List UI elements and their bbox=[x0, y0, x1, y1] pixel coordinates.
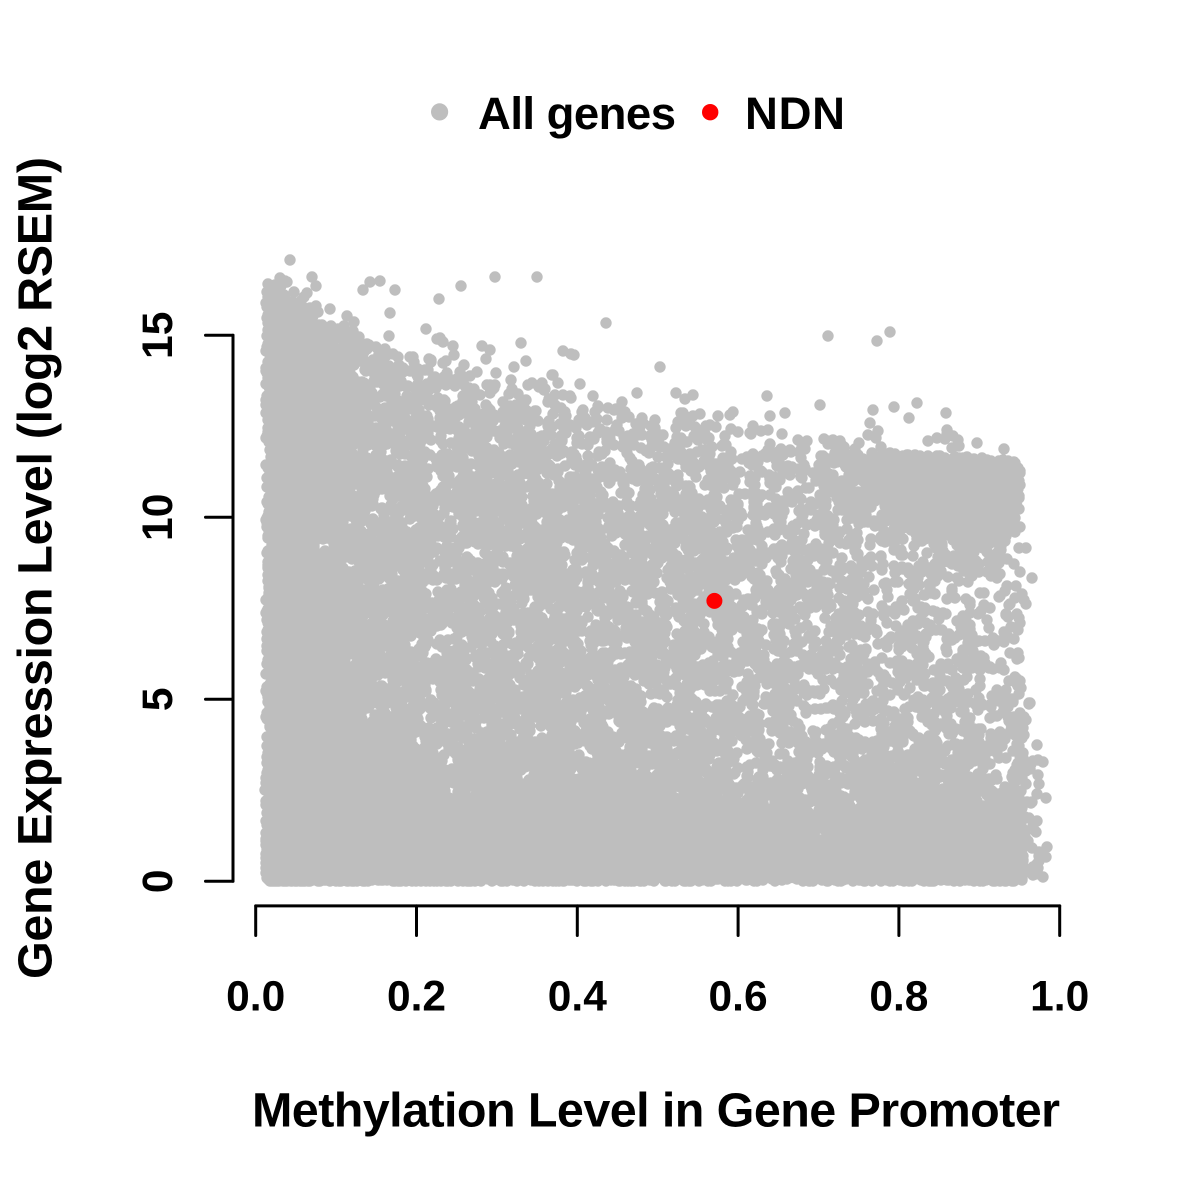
svg-text:0.4: 0.4 bbox=[548, 973, 607, 1020]
svg-text:0.0: 0.0 bbox=[226, 973, 285, 1020]
svg-text:10: 10 bbox=[135, 494, 182, 541]
svg-text:1.0: 1.0 bbox=[1030, 973, 1089, 1020]
svg-text:NDN: NDN bbox=[745, 88, 845, 139]
svg-text:Methylation Level in Gene Prom: Methylation Level in Gene Promoter bbox=[252, 1083, 1060, 1137]
svg-text:0.6: 0.6 bbox=[709, 973, 768, 1020]
svg-text:0.8: 0.8 bbox=[869, 973, 928, 1020]
svg-text:5: 5 bbox=[135, 687, 182, 711]
svg-text:All genes: All genes bbox=[478, 88, 676, 139]
svg-text:15: 15 bbox=[135, 312, 182, 359]
svg-text:0.2: 0.2 bbox=[387, 973, 446, 1020]
svg-text:0: 0 bbox=[135, 869, 182, 893]
svg-text:Gene Expression Level (log2 RS: Gene Expression Level (log2 RSEM) bbox=[9, 157, 63, 979]
